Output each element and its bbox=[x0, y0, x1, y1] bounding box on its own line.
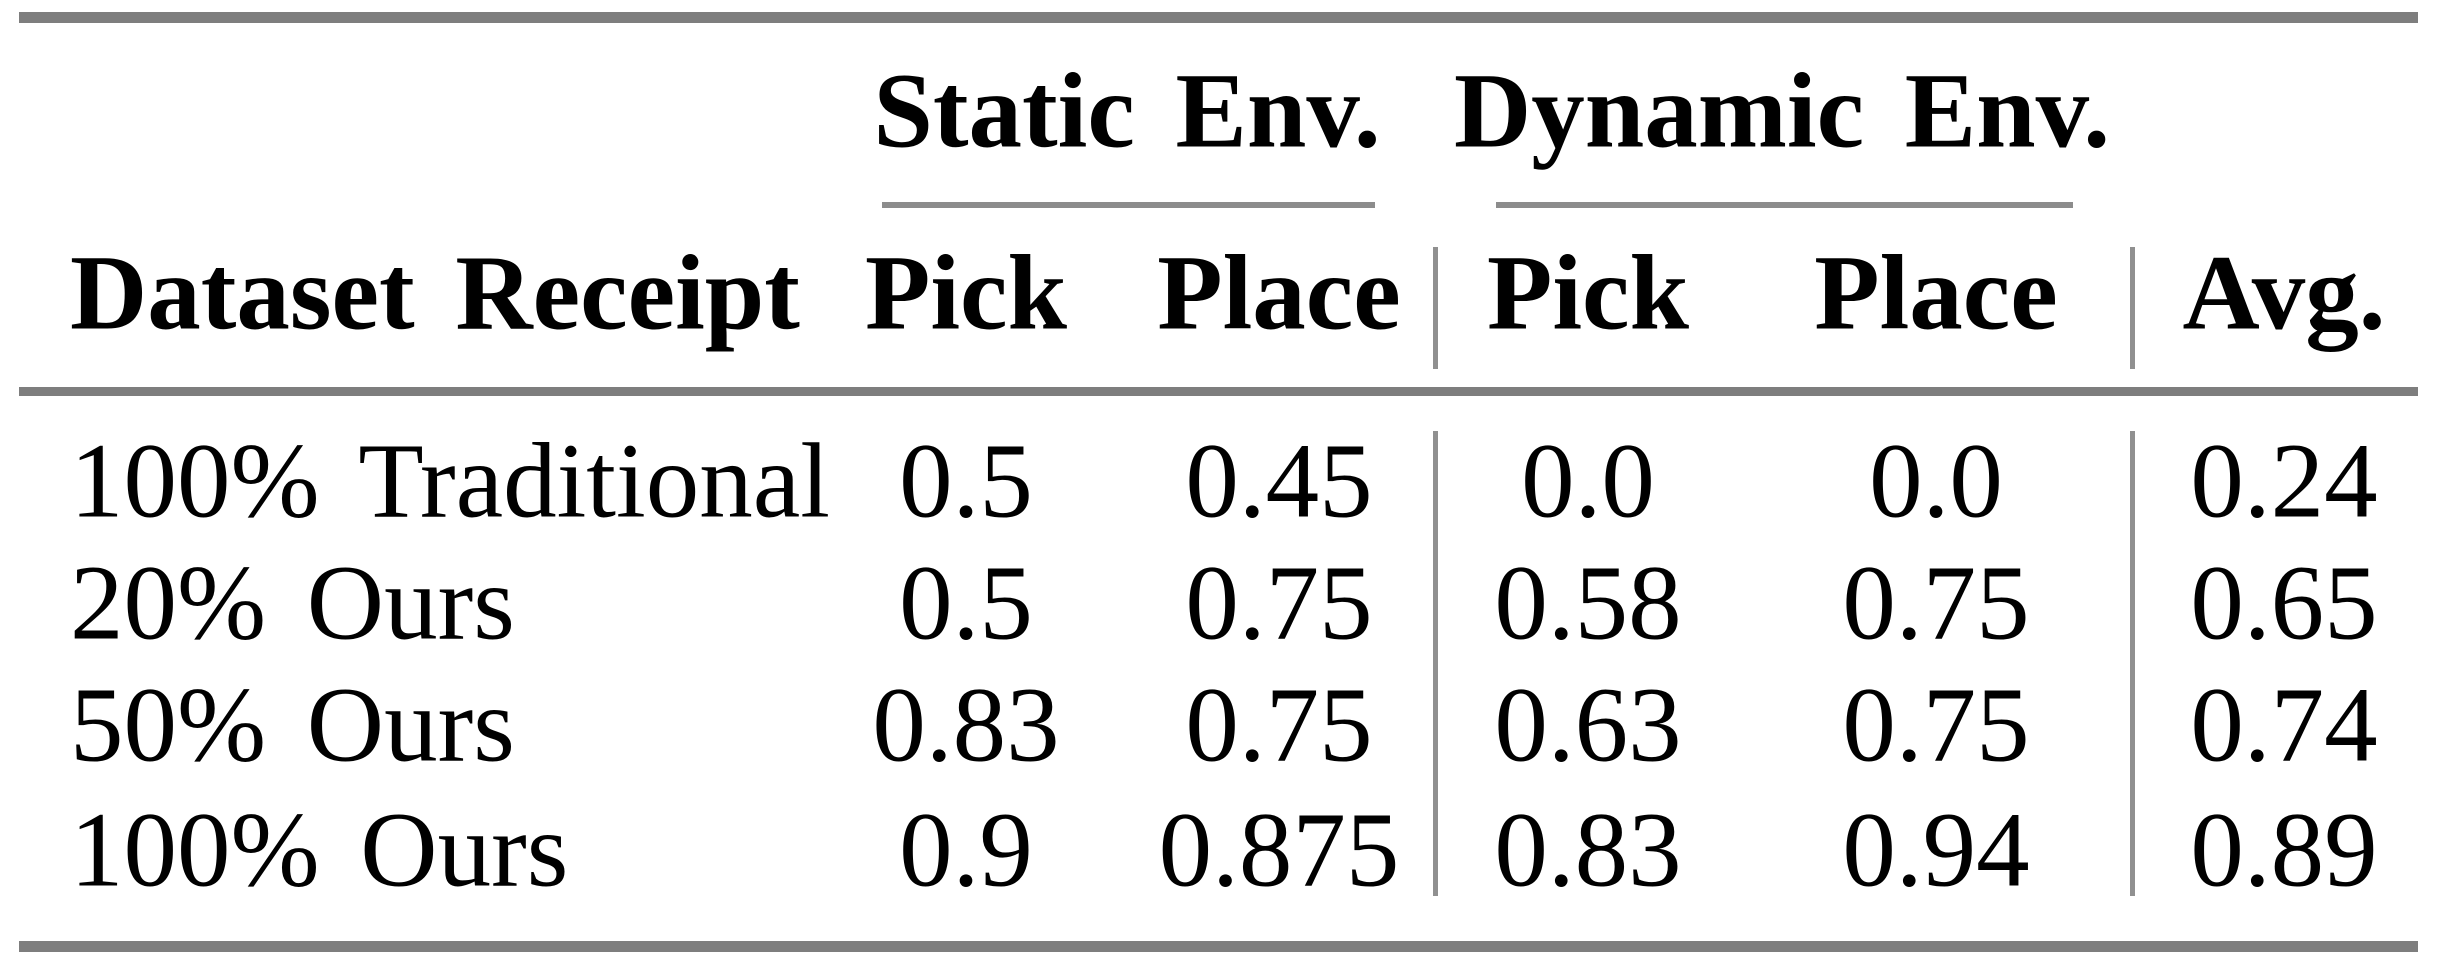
col-group-static-env: Static Env. bbox=[873, 52, 1381, 171]
row-label: 100% Ours bbox=[70, 791, 569, 910]
cell-static-place: 0.45 bbox=[1185, 422, 1373, 541]
header-static-pick: Pick bbox=[864, 234, 1068, 353]
col-group-dynamic-env: Dynamic Env. bbox=[1453, 52, 2111, 171]
table-top-rule bbox=[19, 12, 2418, 23]
static-env-underline bbox=[882, 202, 1375, 208]
header-dataset-receipt: Dataset Receipt bbox=[70, 234, 800, 353]
separator-static-dynamic-body bbox=[1433, 431, 1438, 896]
header-dynamic-pick: Pick bbox=[1486, 234, 1690, 353]
cell-dynamic-pick: 0.63 bbox=[1494, 666, 1682, 785]
cell-static-pick: 0.5 bbox=[899, 544, 1033, 663]
dynamic-env-underline bbox=[1496, 202, 2073, 208]
cell-avg: 0.24 bbox=[2190, 422, 2378, 541]
cell-avg: 0.65 bbox=[2190, 544, 2378, 663]
cell-dynamic-place: 0.75 bbox=[1842, 666, 2030, 785]
cell-dynamic-pick: 0.83 bbox=[1494, 791, 1682, 910]
cell-avg: 0.74 bbox=[2190, 666, 2378, 785]
separator-dynamic-avg-header bbox=[2130, 247, 2135, 369]
table-bottom-rule bbox=[19, 941, 2418, 952]
row-label: 20% Ours bbox=[70, 544, 515, 663]
cell-static-place: 0.875 bbox=[1158, 791, 1400, 910]
cell-avg: 0.89 bbox=[2190, 791, 2378, 910]
separator-dynamic-avg-body bbox=[2130, 431, 2135, 896]
cell-static-place: 0.75 bbox=[1185, 666, 1373, 785]
cell-dynamic-place: 0.75 bbox=[1842, 544, 2030, 663]
header-avg: Avg. bbox=[2182, 234, 2386, 353]
cell-static-pick: 0.9 bbox=[899, 791, 1033, 910]
table-header-rule bbox=[19, 387, 2418, 396]
row-label: 50% Ours bbox=[70, 666, 515, 785]
separator-static-dynamic-header bbox=[1433, 247, 1438, 369]
header-static-place: Place bbox=[1157, 234, 1401, 353]
cell-static-pick: 0.5 bbox=[899, 422, 1033, 541]
row-label: 100% Traditional bbox=[70, 422, 830, 541]
cell-dynamic-pick: 0.58 bbox=[1494, 544, 1682, 663]
cell-dynamic-place: 0.94 bbox=[1842, 791, 2030, 910]
header-dynamic-place: Place bbox=[1814, 234, 2058, 353]
cell-static-pick: 0.83 bbox=[872, 666, 1060, 785]
cell-static-place: 0.75 bbox=[1185, 544, 1373, 663]
cell-dynamic-pick: 0.0 bbox=[1521, 422, 1655, 541]
cell-dynamic-place: 0.0 bbox=[1869, 422, 2003, 541]
